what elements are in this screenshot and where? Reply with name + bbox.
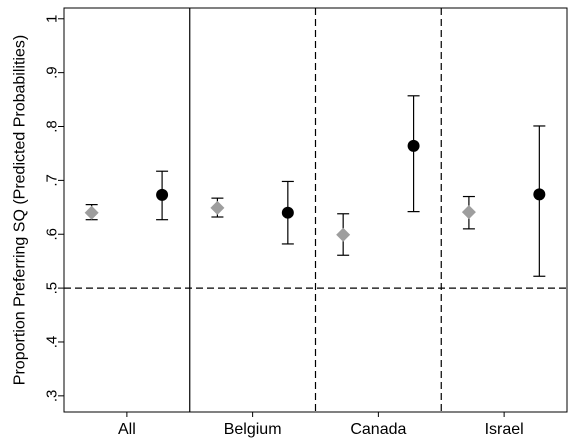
circle-point: [407, 139, 420, 152]
y-tick-label: .5: [44, 282, 61, 295]
y-tick-label: .4: [44, 336, 61, 349]
diamond-point: [210, 200, 225, 215]
y-axis-title: Proportion Preferring SQ (Predicted Prob…: [12, 35, 29, 385]
diamond-point: [461, 205, 476, 220]
plot-area: .3 .4 .5 .6 .7 .8 .9 1 All Belgium Canada Israel: [44, 7, 568, 438]
diamond-point: [84, 205, 99, 220]
diamond-point: [336, 227, 351, 242]
y-tick-label: 1: [44, 15, 61, 23]
y-tick-label: .7: [44, 174, 61, 187]
circle-point: [533, 188, 546, 201]
x-category-label: All: [118, 421, 136, 438]
y-tick-label: .8: [44, 120, 61, 133]
y-tick-label: .3: [44, 390, 61, 403]
x-category-label: Belgium: [224, 421, 282, 438]
x-category-label: Israel: [485, 421, 524, 438]
circle-point: [281, 206, 294, 219]
circle-point: [156, 188, 169, 201]
y-tick-label: .9: [44, 66, 61, 79]
x-category-label: Canada: [350, 421, 406, 438]
y-tick-label: .6: [44, 228, 61, 241]
